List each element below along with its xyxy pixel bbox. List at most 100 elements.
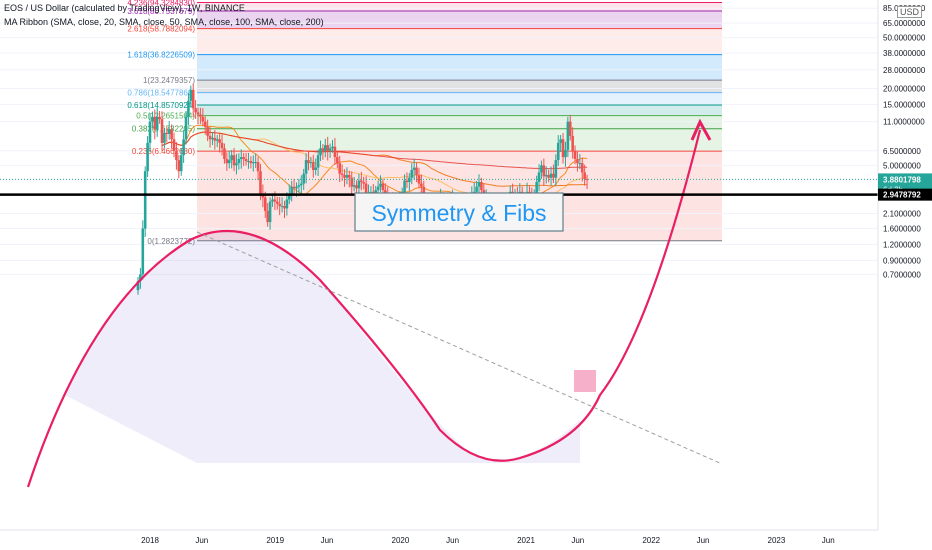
candle-body	[244, 159, 248, 162]
candle-body	[225, 159, 229, 164]
fib-lines	[197, 1, 722, 242]
candle-body	[352, 185, 356, 187]
symmetry-curve	[26, 129, 702, 488]
candle	[290, 180, 293, 202]
candle	[331, 139, 334, 153]
candle	[540, 160, 543, 179]
fib-zone	[197, 128, 722, 152]
candle-body	[311, 162, 315, 170]
fib-label: 4.236(94.3284830)	[127, 0, 195, 7]
candle-body	[540, 165, 543, 173]
candle	[297, 178, 301, 193]
candle-body	[576, 159, 579, 164]
candle-body	[376, 186, 380, 191]
candle-body	[182, 139, 185, 156]
candle-body	[143, 171, 147, 229]
candle-body	[287, 193, 291, 200]
fib-labels: 4.236(94.3284830)3.618(80.7537679) 2.618(…	[127, 0, 195, 246]
candle	[220, 134, 224, 156]
candle	[311, 154, 315, 178]
candle-body	[275, 201, 279, 204]
candle-body	[561, 139, 565, 158]
candle-body	[283, 206, 286, 209]
candle-body	[554, 160, 558, 178]
candle-body	[292, 186, 296, 189]
candle	[405, 172, 409, 188]
candle-body	[578, 163, 582, 165]
candle	[184, 111, 188, 145]
candle-body	[328, 148, 332, 151]
candle-body	[420, 183, 423, 187]
candle	[549, 166, 553, 186]
candle-body	[324, 145, 327, 151]
candle-body	[321, 148, 325, 151]
candle	[189, 85, 193, 107]
fib-label: 1(23.2479357)	[143, 76, 195, 85]
time-tick-label: Jun	[822, 536, 835, 545]
candle-body	[151, 116, 154, 122]
candle-body	[172, 139, 176, 151]
candle	[564, 141, 567, 167]
candle	[278, 197, 281, 216]
candle	[412, 158, 416, 180]
candle-body	[191, 89, 195, 109]
candle	[379, 175, 382, 192]
candle	[179, 147, 183, 176]
fib-label: 0.382(9.6732205)	[132, 125, 196, 134]
candle-body	[410, 169, 414, 178]
candle-body	[585, 179, 589, 181]
candle	[254, 153, 257, 168]
candle	[242, 152, 245, 167]
currency-label[interactable]: USD	[896, 6, 922, 18]
fib-label: 0.236(6.4662680)	[132, 147, 196, 156]
fib-zone	[197, 2, 722, 12]
fib-zone	[197, 28, 722, 55]
annotation-box: Symmetry & Fibs	[354, 192, 564, 232]
candle-body	[146, 142, 149, 172]
trend-line	[196, 231, 723, 465]
candle-body	[199, 114, 202, 117]
candle-body	[573, 150, 577, 160]
candle-body	[566, 121, 570, 150]
candle	[143, 166, 147, 237]
candle-body	[379, 183, 382, 187]
candle-body	[170, 129, 173, 140]
candle-body	[547, 175, 550, 178]
fib-zone	[197, 115, 722, 129]
candle-body	[155, 116, 159, 130]
candle-body	[273, 199, 277, 202]
fib-label: 1.618(36.8226509)	[127, 51, 195, 60]
candle-body	[208, 135, 212, 140]
candle	[333, 137, 337, 165]
candle	[213, 130, 217, 150]
candle-body	[194, 108, 197, 113]
candle	[415, 162, 418, 183]
candle-body	[338, 163, 342, 174]
candle	[336, 151, 339, 169]
fib-label: 0.5(12.2651564)	[136, 112, 195, 121]
candle	[580, 157, 584, 182]
price-tick-label: 0.7000000	[883, 270, 921, 279]
candle	[571, 127, 574, 159]
candle	[547, 169, 550, 183]
candle	[268, 197, 272, 230]
candle	[316, 149, 320, 176]
candle	[227, 151, 231, 169]
candle	[230, 149, 233, 169]
candle	[350, 171, 354, 194]
candle-body	[381, 183, 385, 191]
candle	[583, 164, 586, 186]
candle	[309, 156, 313, 168]
candle	[285, 192, 289, 216]
candle	[237, 153, 241, 170]
candle	[235, 153, 238, 175]
candle-body	[249, 161, 253, 164]
candle-body	[552, 173, 555, 178]
time-axis: 2018 Jun 2019 Jun 2020 Jun 2021 Jun 2022 Jun 2023 J…	[0, 529, 878, 545]
candle	[175, 142, 178, 170]
candle	[556, 135, 560, 166]
candle-body	[559, 139, 562, 143]
candle	[307, 151, 310, 171]
